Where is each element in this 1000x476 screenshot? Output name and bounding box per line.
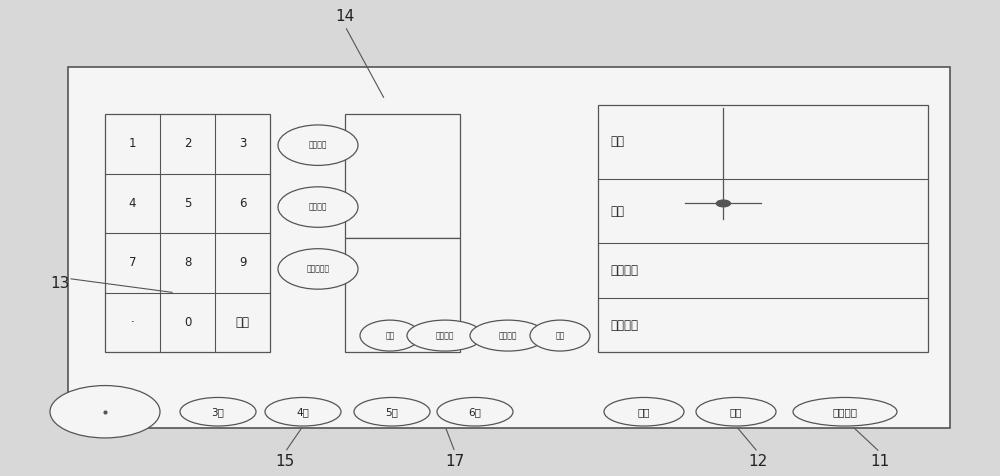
Text: 6寸: 6寸 (469, 407, 481, 417)
Text: 1: 1 (129, 138, 136, 150)
Text: 17: 17 (445, 454, 465, 469)
Text: 4寸: 4寸 (297, 407, 309, 417)
Bar (345, 114, 460, 238)
Text: 7: 7 (129, 257, 136, 269)
Ellipse shape (696, 397, 776, 426)
Text: 11: 11 (870, 454, 890, 469)
Ellipse shape (604, 397, 684, 426)
Ellipse shape (278, 187, 358, 228)
Bar (345, 238, 460, 352)
Text: 片数: 片数 (610, 205, 624, 218)
Text: 累计次数: 累计次数 (610, 318, 638, 331)
Text: 厚度上线: 厚度上线 (309, 141, 327, 149)
Text: 5: 5 (184, 197, 191, 210)
Text: 累计: 累计 (730, 407, 742, 417)
Text: 5寸: 5寸 (386, 407, 398, 417)
Text: 厚度下线: 厚度下线 (309, 203, 327, 211)
Text: 重量: 重量 (610, 135, 624, 149)
Text: 0: 0 (184, 316, 191, 329)
Text: 12: 12 (748, 454, 768, 469)
Ellipse shape (278, 125, 358, 166)
Ellipse shape (470, 320, 546, 351)
Ellipse shape (530, 320, 590, 351)
Text: 双参考面: 双参考面 (499, 331, 517, 340)
Text: ·: · (131, 316, 134, 329)
Text: 圆片: 圆片 (385, 331, 395, 340)
Ellipse shape (265, 397, 341, 426)
Ellipse shape (354, 397, 430, 426)
Text: 6: 6 (239, 197, 246, 210)
Text: 3: 3 (239, 138, 246, 150)
Ellipse shape (180, 397, 256, 426)
Circle shape (716, 200, 730, 207)
Ellipse shape (793, 397, 897, 426)
Text: 单次最大数: 单次最大数 (306, 265, 330, 273)
Bar (598, 105, 928, 352)
Text: 确认: 确认 (236, 316, 250, 329)
Text: 单参考面: 单参考面 (436, 331, 454, 340)
Text: 9: 9 (239, 257, 246, 269)
Text: 停止累计: 停止累计 (832, 407, 858, 417)
Text: 15: 15 (275, 454, 295, 469)
Text: 4: 4 (129, 197, 136, 210)
Text: 2: 2 (184, 138, 191, 150)
Text: 去皮: 去皮 (638, 407, 650, 417)
Circle shape (50, 386, 160, 438)
Text: 8: 8 (184, 257, 191, 269)
Ellipse shape (407, 320, 483, 351)
Text: 13: 13 (50, 276, 70, 291)
Ellipse shape (278, 248, 358, 289)
Text: 3寸: 3寸 (212, 407, 224, 417)
Text: 累计片数: 累计片数 (610, 264, 638, 277)
Bar (68, 67, 950, 428)
Ellipse shape (360, 320, 420, 351)
Ellipse shape (437, 397, 513, 426)
Bar (105, 114, 270, 352)
Text: 14: 14 (335, 9, 355, 24)
Text: 方片: 方片 (555, 331, 565, 340)
